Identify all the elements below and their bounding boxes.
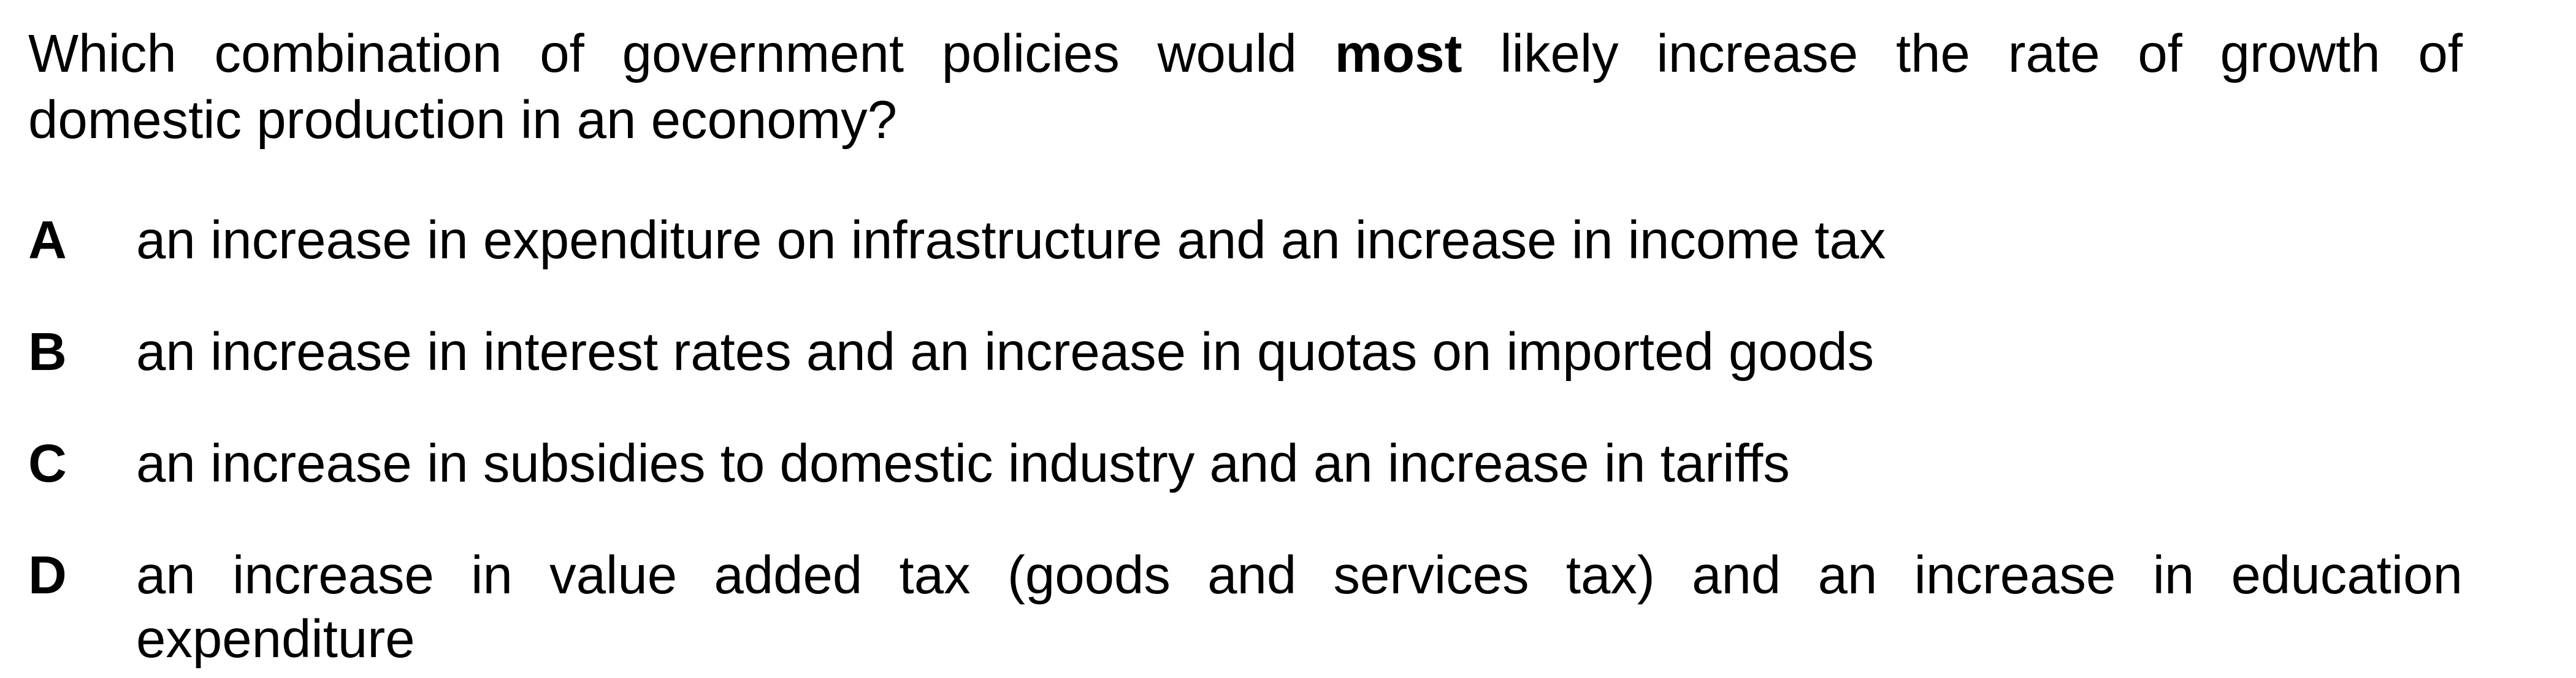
option-d-letter[interactable]: D bbox=[28, 545, 67, 605]
option-c-text[interactable]: an increase in subsidies to domestic ind… bbox=[136, 434, 1790, 493]
option-b-text[interactable]: an increase in interest rates and an inc… bbox=[136, 322, 1875, 382]
question-emphasis: most bbox=[1334, 24, 1462, 83]
question-stem-line-1: Which combination of government policies… bbox=[28, 23, 2463, 85]
option-d-text-line-2[interactable]: expenditure bbox=[136, 609, 415, 669]
option-a-letter[interactable]: A bbox=[28, 210, 67, 270]
option-d-text-line-1[interactable]: an increase in value added tax (goods an… bbox=[136, 545, 2463, 605]
question-stem-end: likely increase the rate of growth of bbox=[1500, 24, 2463, 83]
option-c-letter[interactable]: C bbox=[28, 434, 67, 493]
question-stem-line-2: domestic production in an economy? bbox=[28, 90, 897, 150]
question-stem-start: Which combination of government policies… bbox=[28, 24, 1297, 83]
option-a-text[interactable]: an increase in expenditure on infrastruc… bbox=[136, 210, 1886, 270]
option-b-letter[interactable]: B bbox=[28, 322, 67, 382]
